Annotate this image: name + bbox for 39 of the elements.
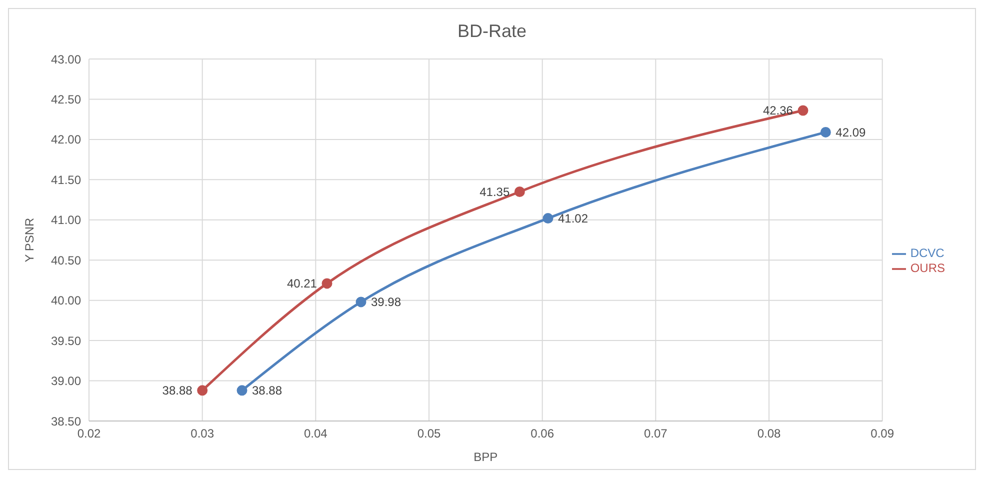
legend-label: DCVC [910,246,944,260]
point [197,385,208,396]
y-tick-label: 39.50 [50,334,82,348]
chart-title: BD-Rate [456,20,528,43]
x-tick-label: 0.02 [77,426,101,441]
x-tick-label: 0.07 [644,426,668,441]
y-axis-title: Y PSNR [22,217,36,262]
data-label: 38.88 [252,384,282,398]
point [514,186,525,197]
point [356,296,366,308]
legend-label: OURS [910,261,945,275]
data-label: 39.98 [371,295,402,310]
y-tick-label: 40.00 [50,294,82,308]
x-tick-label: 0.08 [757,426,781,441]
data-label: 40.21 [286,276,318,291]
point [798,105,808,116]
data-label: 42.36 [762,104,794,118]
data-label: 41.02 [558,212,588,226]
y-tick-label: 43.00 [50,52,82,66]
y-tick-label: 42.50 [50,92,82,106]
x-tick-label: 0.09 [870,426,894,441]
x-tick-label: 0.05 [417,426,441,441]
point [820,126,831,138]
y-tick-label: 39.00 [50,374,82,388]
x-axis-title: BPP [474,450,498,464]
data-label: 42.09 [836,125,866,140]
x-tick-label: 0.06 [530,426,554,441]
x-tick-label: 0.04 [304,426,328,441]
y-tick-label: 42.00 [50,132,82,147]
data-label: 38.88 [162,384,193,398]
x-tick-label: 0.03 [190,426,214,441]
y-tick-label: 38.50 [50,414,82,428]
y-tick-label: 41.00 [50,213,82,228]
data-label: 41.35 [480,184,510,199]
y-tick-label: 41.50 [50,172,82,187]
point [542,213,554,224]
y-tick-label: 40.50 [50,253,82,268]
point [236,385,248,396]
point [322,278,332,289]
